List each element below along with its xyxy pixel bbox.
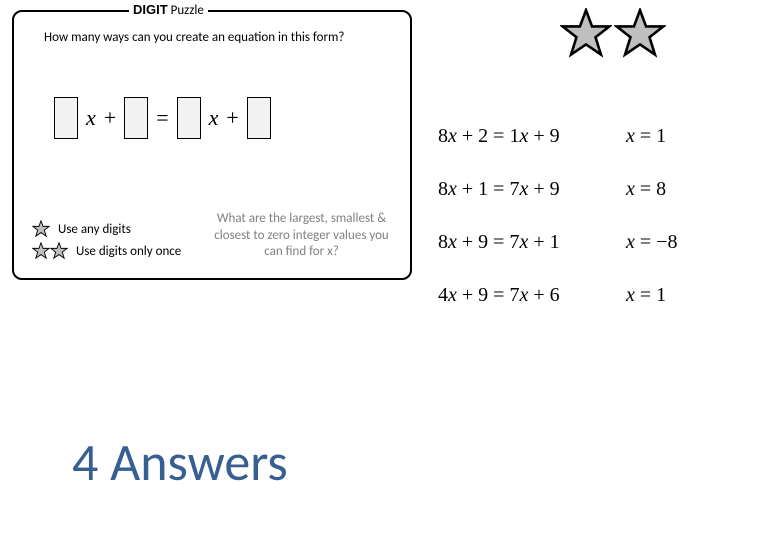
one-star-cluster (32, 220, 50, 238)
rule-any-text: Use any digits (58, 222, 131, 237)
solution-row: 8x + 1 = 7x + 9 x = 8 (438, 178, 677, 201)
equation-template: x + = x + (54, 97, 271, 139)
two-star-cluster (32, 242, 68, 260)
star-icon (560, 8, 612, 60)
solution-equation: 8x + 1 = 7x + 9 (438, 178, 626, 201)
blank-b (124, 97, 148, 139)
var-x: x (86, 105, 96, 131)
title-bold: DIGIT (133, 2, 168, 17)
solutions-block: 8x + 2 = 1x + 9 x = 1 8x + 1 = 7x + 9 x … (438, 125, 677, 337)
solution-answer: x = 1 (626, 125, 666, 148)
star-icon (32, 220, 50, 238)
star-icon (32, 242, 50, 260)
answers-heading: 4 Answers (72, 430, 288, 494)
rule-any-row: Use any digits (32, 220, 181, 238)
title-rest: Puzzle (168, 3, 204, 18)
solution-equation: 4x + 9 = 7x + 6 (438, 284, 626, 307)
var-x-2: x (209, 105, 219, 131)
solution-row: 4x + 9 = 7x + 6 x = 1 (438, 284, 677, 307)
rule-once-row: Use digits only once (32, 242, 181, 260)
plus-2: + (226, 105, 238, 131)
blank-d (247, 97, 271, 139)
difficulty-stars (560, 8, 666, 60)
blank-a (54, 97, 78, 139)
star-icon (50, 242, 68, 260)
puzzle-question: How many ways can you create an equation… (44, 30, 344, 45)
solution-answer: x = −8 (626, 231, 677, 254)
equals: = (156, 105, 168, 131)
blank-c (177, 97, 201, 139)
rules-block: Use any digits Use digits only once (32, 216, 181, 264)
star-icon (614, 8, 666, 60)
solution-answer: x = 1 (626, 284, 666, 307)
puzzle-title: DIGIT Puzzle (129, 2, 208, 18)
plus-1: + (104, 105, 116, 131)
solution-row: 8x + 9 = 7x + 1 x = −8 (438, 231, 677, 254)
rule-once-text: Use digits only once (76, 244, 181, 259)
solution-answer: x = 8 (626, 178, 666, 201)
solution-row: 8x + 2 = 1x + 9 x = 1 (438, 125, 677, 148)
hint-text: What are the largest, smallest & closest… (209, 211, 394, 260)
solution-equation: 8x + 2 = 1x + 9 (438, 125, 626, 148)
solution-equation: 8x + 9 = 7x + 1 (438, 231, 626, 254)
puzzle-card: DIGIT Puzzle How many ways can you creat… (12, 10, 412, 280)
